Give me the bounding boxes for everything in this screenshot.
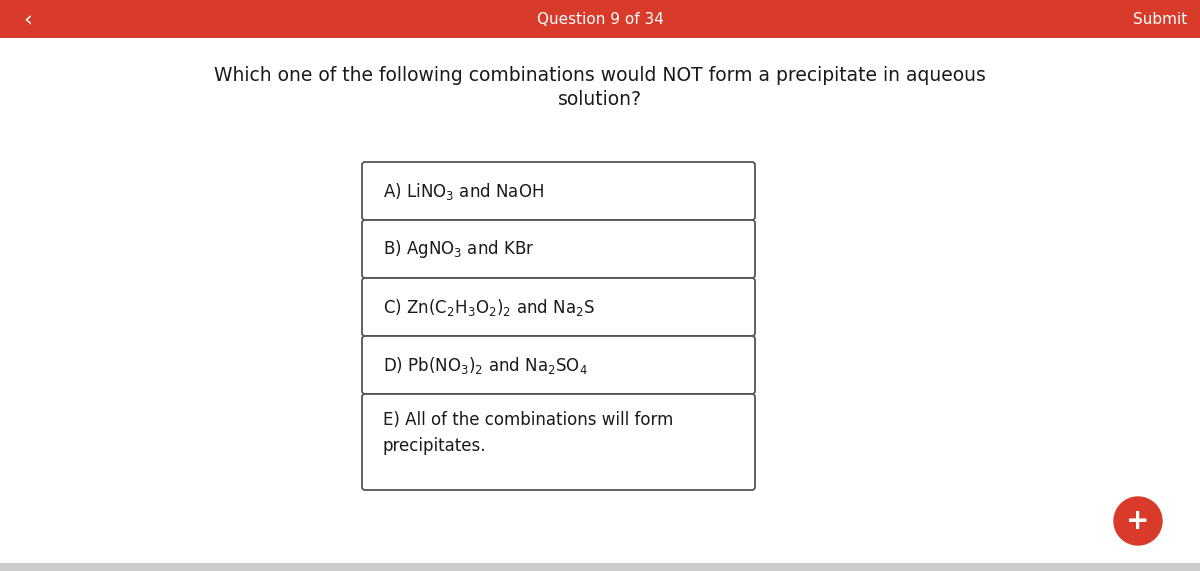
Text: A) LiNO$_3$ and NaOH: A) LiNO$_3$ and NaOH	[383, 180, 544, 202]
Text: ‹: ‹	[24, 9, 32, 29]
FancyBboxPatch shape	[362, 162, 755, 220]
FancyBboxPatch shape	[362, 394, 755, 490]
FancyBboxPatch shape	[362, 220, 755, 278]
Text: B) AgNO$_3$ and KBr: B) AgNO$_3$ and KBr	[383, 238, 535, 260]
Text: Submit: Submit	[1133, 11, 1187, 26]
Text: Question 9 of 34: Question 9 of 34	[536, 11, 664, 26]
Bar	[0, 563, 1200, 571]
Text: E) All of the combinations will form
precipitates.: E) All of the combinations will form pre…	[383, 411, 673, 456]
Text: C) Zn(C$_2$H$_3$O$_2$)$_2$ and Na$_2$S: C) Zn(C$_2$H$_3$O$_2$)$_2$ and Na$_2$S	[383, 296, 595, 317]
Bar	[0, 0, 1200, 38]
Circle shape	[1114, 497, 1162, 545]
Text: Which one of the following combinations would NOT form a precipitate in aqueous: Which one of the following combinations …	[214, 66, 986, 85]
FancyBboxPatch shape	[362, 336, 755, 394]
Text: solution?: solution?	[558, 90, 642, 109]
FancyBboxPatch shape	[362, 278, 755, 336]
Text: D) Pb(NO$_3$)$_2$ and Na$_2$SO$_4$: D) Pb(NO$_3$)$_2$ and Na$_2$SO$_4$	[383, 355, 588, 376]
Text: +: +	[1127, 507, 1150, 535]
